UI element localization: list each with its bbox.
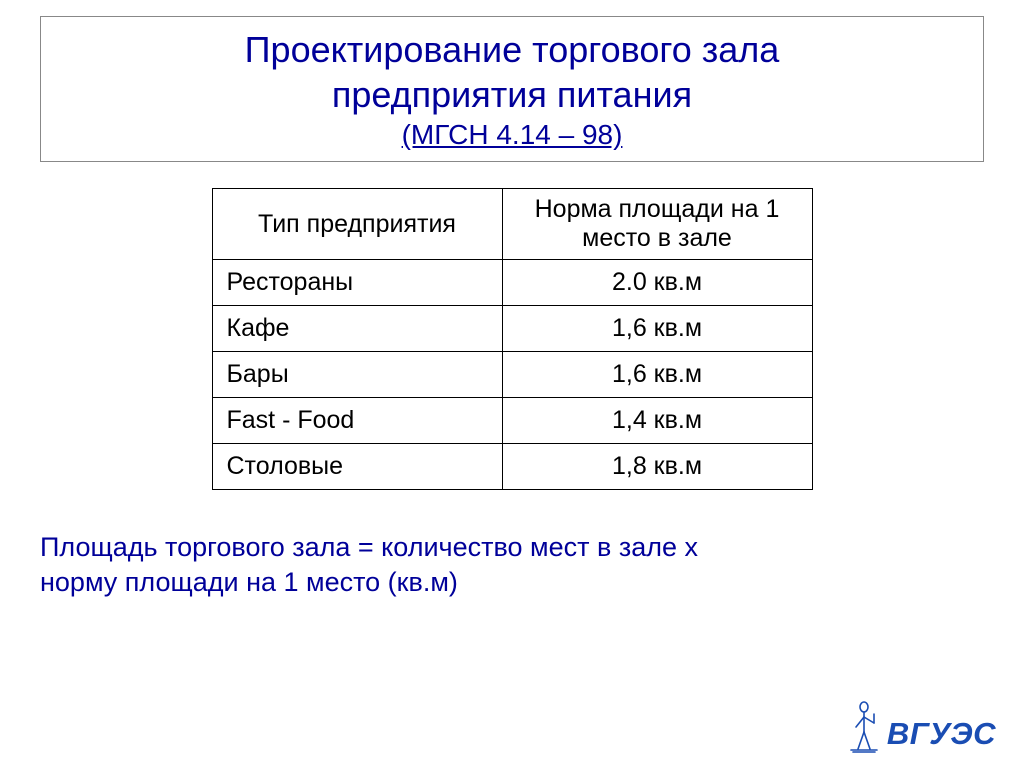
table-row: Рестораны 2.0 кв.м (212, 260, 812, 306)
table-row: Столовые 1,8 кв.м (212, 444, 812, 490)
cell-value: 1,4 кв.м (502, 398, 812, 444)
org-logo: ВГУЭС (847, 699, 996, 753)
cell-value: 1,6 кв.м (502, 352, 812, 398)
table-header-row: Тип предприятия Норма площади на 1 место… (212, 189, 812, 260)
cell-type: Рестораны (212, 260, 502, 306)
title-subtitle: (МГСН 4.14 – 98) (61, 117, 963, 153)
cell-type: Бары (212, 352, 502, 398)
cell-value: 1,6 кв.м (502, 306, 812, 352)
cell-type: Кафе (212, 306, 502, 352)
table-row: Кафе 1,6 кв.м (212, 306, 812, 352)
table-row: Fast - Food 1,4 кв.м (212, 398, 812, 444)
title-line-1: Проектирование торгового зала (61, 27, 963, 72)
table-header-type: Тип предприятия (212, 189, 502, 260)
table-row: Бары 1,6 кв.м (212, 352, 812, 398)
title-box: Проектирование торгового зала предприяти… (40, 16, 984, 162)
cell-type: Столовые (212, 444, 502, 490)
formula-text: Площадь торгового зала = количество мест… (40, 530, 760, 600)
logo-figure-icon (847, 699, 881, 753)
cell-type: Fast - Food (212, 398, 502, 444)
norms-table: Тип предприятия Норма площади на 1 место… (212, 188, 813, 490)
cell-value: 2.0 кв.м (502, 260, 812, 306)
logo-text: ВГУЭС (887, 718, 996, 753)
table-header-value: Норма площади на 1 место в зале (502, 189, 812, 260)
title-line-2: предприятия питания (61, 72, 963, 117)
cell-value: 1,8 кв.м (502, 444, 812, 490)
